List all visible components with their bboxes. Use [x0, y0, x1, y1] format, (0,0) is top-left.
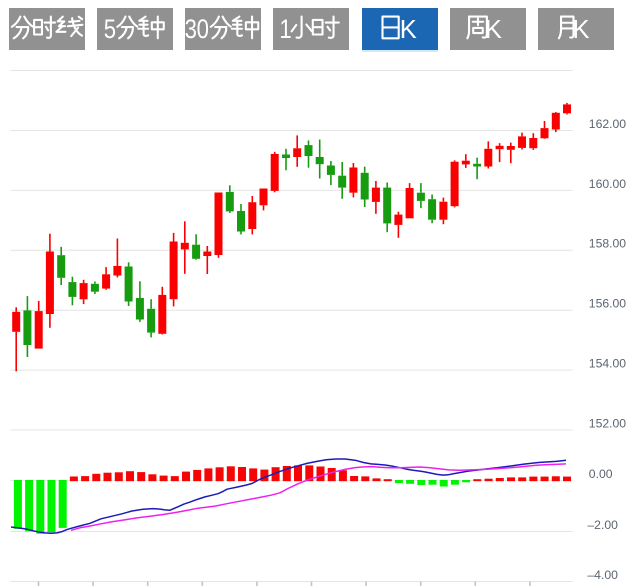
svg-text:–2.00: –2.00 [587, 518, 618, 532]
svg-text:5: 5 [103, 15, 115, 45]
svg-text:160.00: 160.00 [589, 177, 626, 191]
svg-text:0: 0 [196, 15, 208, 45]
svg-text:156.00: 156.00 [589, 297, 626, 311]
svg-text:162.00: 162.00 [589, 117, 626, 131]
svg-text:1: 1 [280, 15, 292, 45]
svg-text:K: K [399, 16, 416, 44]
svg-text:–4.00: –4.00 [587, 568, 618, 582]
svg-text:158.00: 158.00 [589, 237, 626, 251]
svg-text:K: K [573, 16, 590, 44]
svg-text:0.00: 0.00 [589, 467, 613, 481]
svg-text:152.00: 152.00 [589, 416, 626, 430]
svg-text:K: K [485, 16, 502, 44]
svg-text:154.00: 154.00 [589, 357, 626, 371]
svg-text:3: 3 [185, 15, 197, 45]
